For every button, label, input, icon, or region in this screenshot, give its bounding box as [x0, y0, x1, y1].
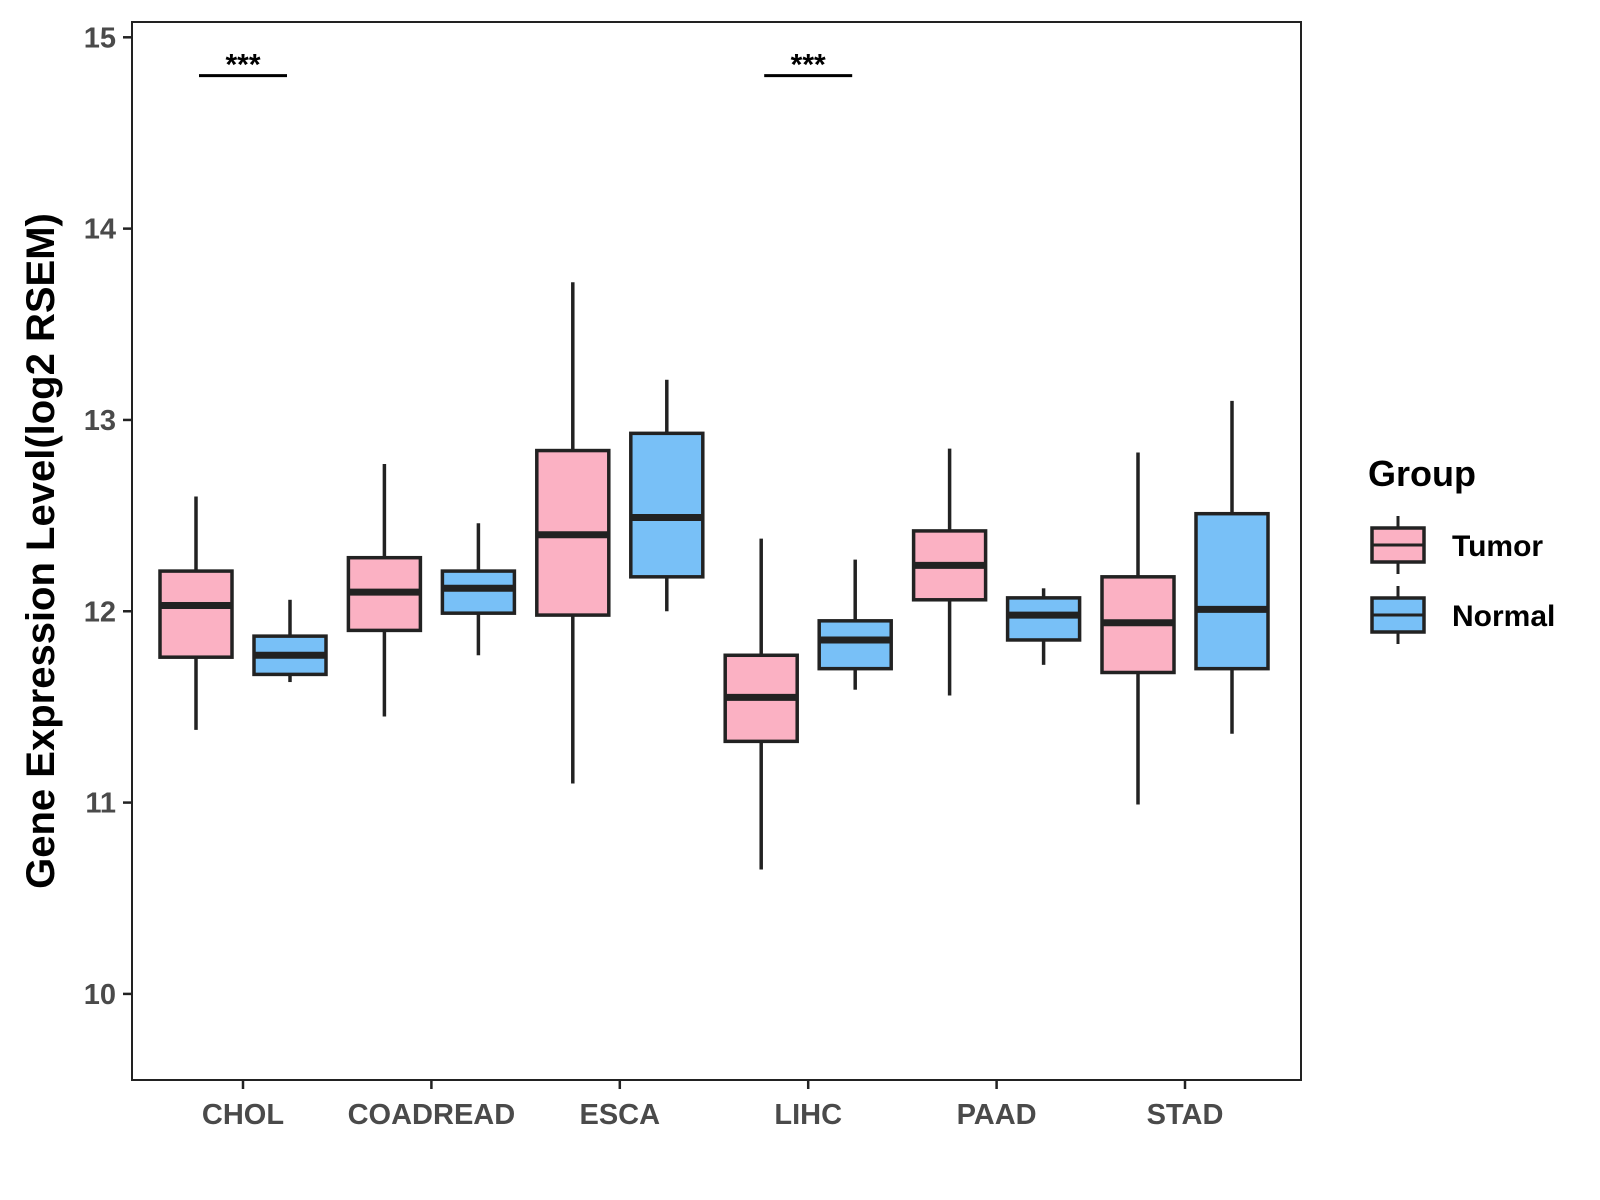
plot-panel-border — [131, 21, 1302, 1081]
y-tick-label: 14 — [84, 214, 116, 246]
x-tick-label: COADREAD — [348, 1099, 516, 1131]
significance-annotations: *** *** — [199, 49, 853, 82]
box-iqr — [629, 431, 705, 579]
y-tick-label: 15 — [84, 22, 116, 54]
box-tumor-esca — [535, 282, 611, 784]
x-tick-label: PAAD — [957, 1099, 1037, 1131]
significance-label: *** — [791, 49, 826, 82]
y-tick-label: 12 — [84, 596, 116, 628]
y-axis: 10 11 12 13 14 15 — [84, 22, 132, 1011]
box-normal-lihc — [817, 559, 893, 690]
y-tick-label: 13 — [84, 405, 116, 437]
box-iqr — [158, 569, 234, 659]
boxes-layer — [158, 282, 1270, 870]
box-tumor-coadread — [346, 463, 423, 717]
x-tick-label: STAD — [1147, 1099, 1224, 1131]
legend-entry-tumor: Tumor — [1370, 516, 1543, 574]
box-normal-paad — [1005, 588, 1082, 665]
x-axis: CHOL COADREAD ESCA LIHC PAAD STAD — [202, 1080, 1223, 1131]
box-normal-esca — [629, 379, 705, 612]
y-tick-label: 11 — [85, 788, 116, 820]
box-normal-stad — [1194, 400, 1270, 734]
box-normal-coadread — [440, 523, 517, 656]
legend-entry-normal: Normal — [1370, 586, 1555, 644]
x-tick-label: ESCA — [580, 1099, 661, 1131]
legend-label: Normal — [1452, 600, 1555, 633]
x-tick-label: LIHC — [774, 1099, 842, 1131]
x-tick-label: CHOL — [202, 1099, 284, 1131]
legend-title: Group — [1368, 453, 1476, 494]
box-iqr — [817, 619, 893, 671]
legend: Group Tumor Normal — [1368, 453, 1555, 644]
legend-label: Tumor — [1452, 530, 1543, 563]
box-iqr — [1194, 511, 1270, 671]
box-tumor-paad — [911, 448, 988, 696]
box-tumor-stad — [1100, 452, 1176, 805]
box-iqr — [440, 569, 517, 615]
box-tumor-lihc — [723, 538, 799, 870]
legend-entries: Tumor Normal — [1370, 516, 1555, 644]
significance-label: *** — [225, 49, 260, 82]
box-normal-chol — [252, 599, 328, 683]
y-tick-label: 10 — [84, 979, 116, 1011]
box-iqr — [1005, 596, 1082, 642]
y-axis-title: Gene Expression Level(log2 RSEM) — [19, 213, 63, 889]
box-tumor-chol — [158, 496, 234, 730]
